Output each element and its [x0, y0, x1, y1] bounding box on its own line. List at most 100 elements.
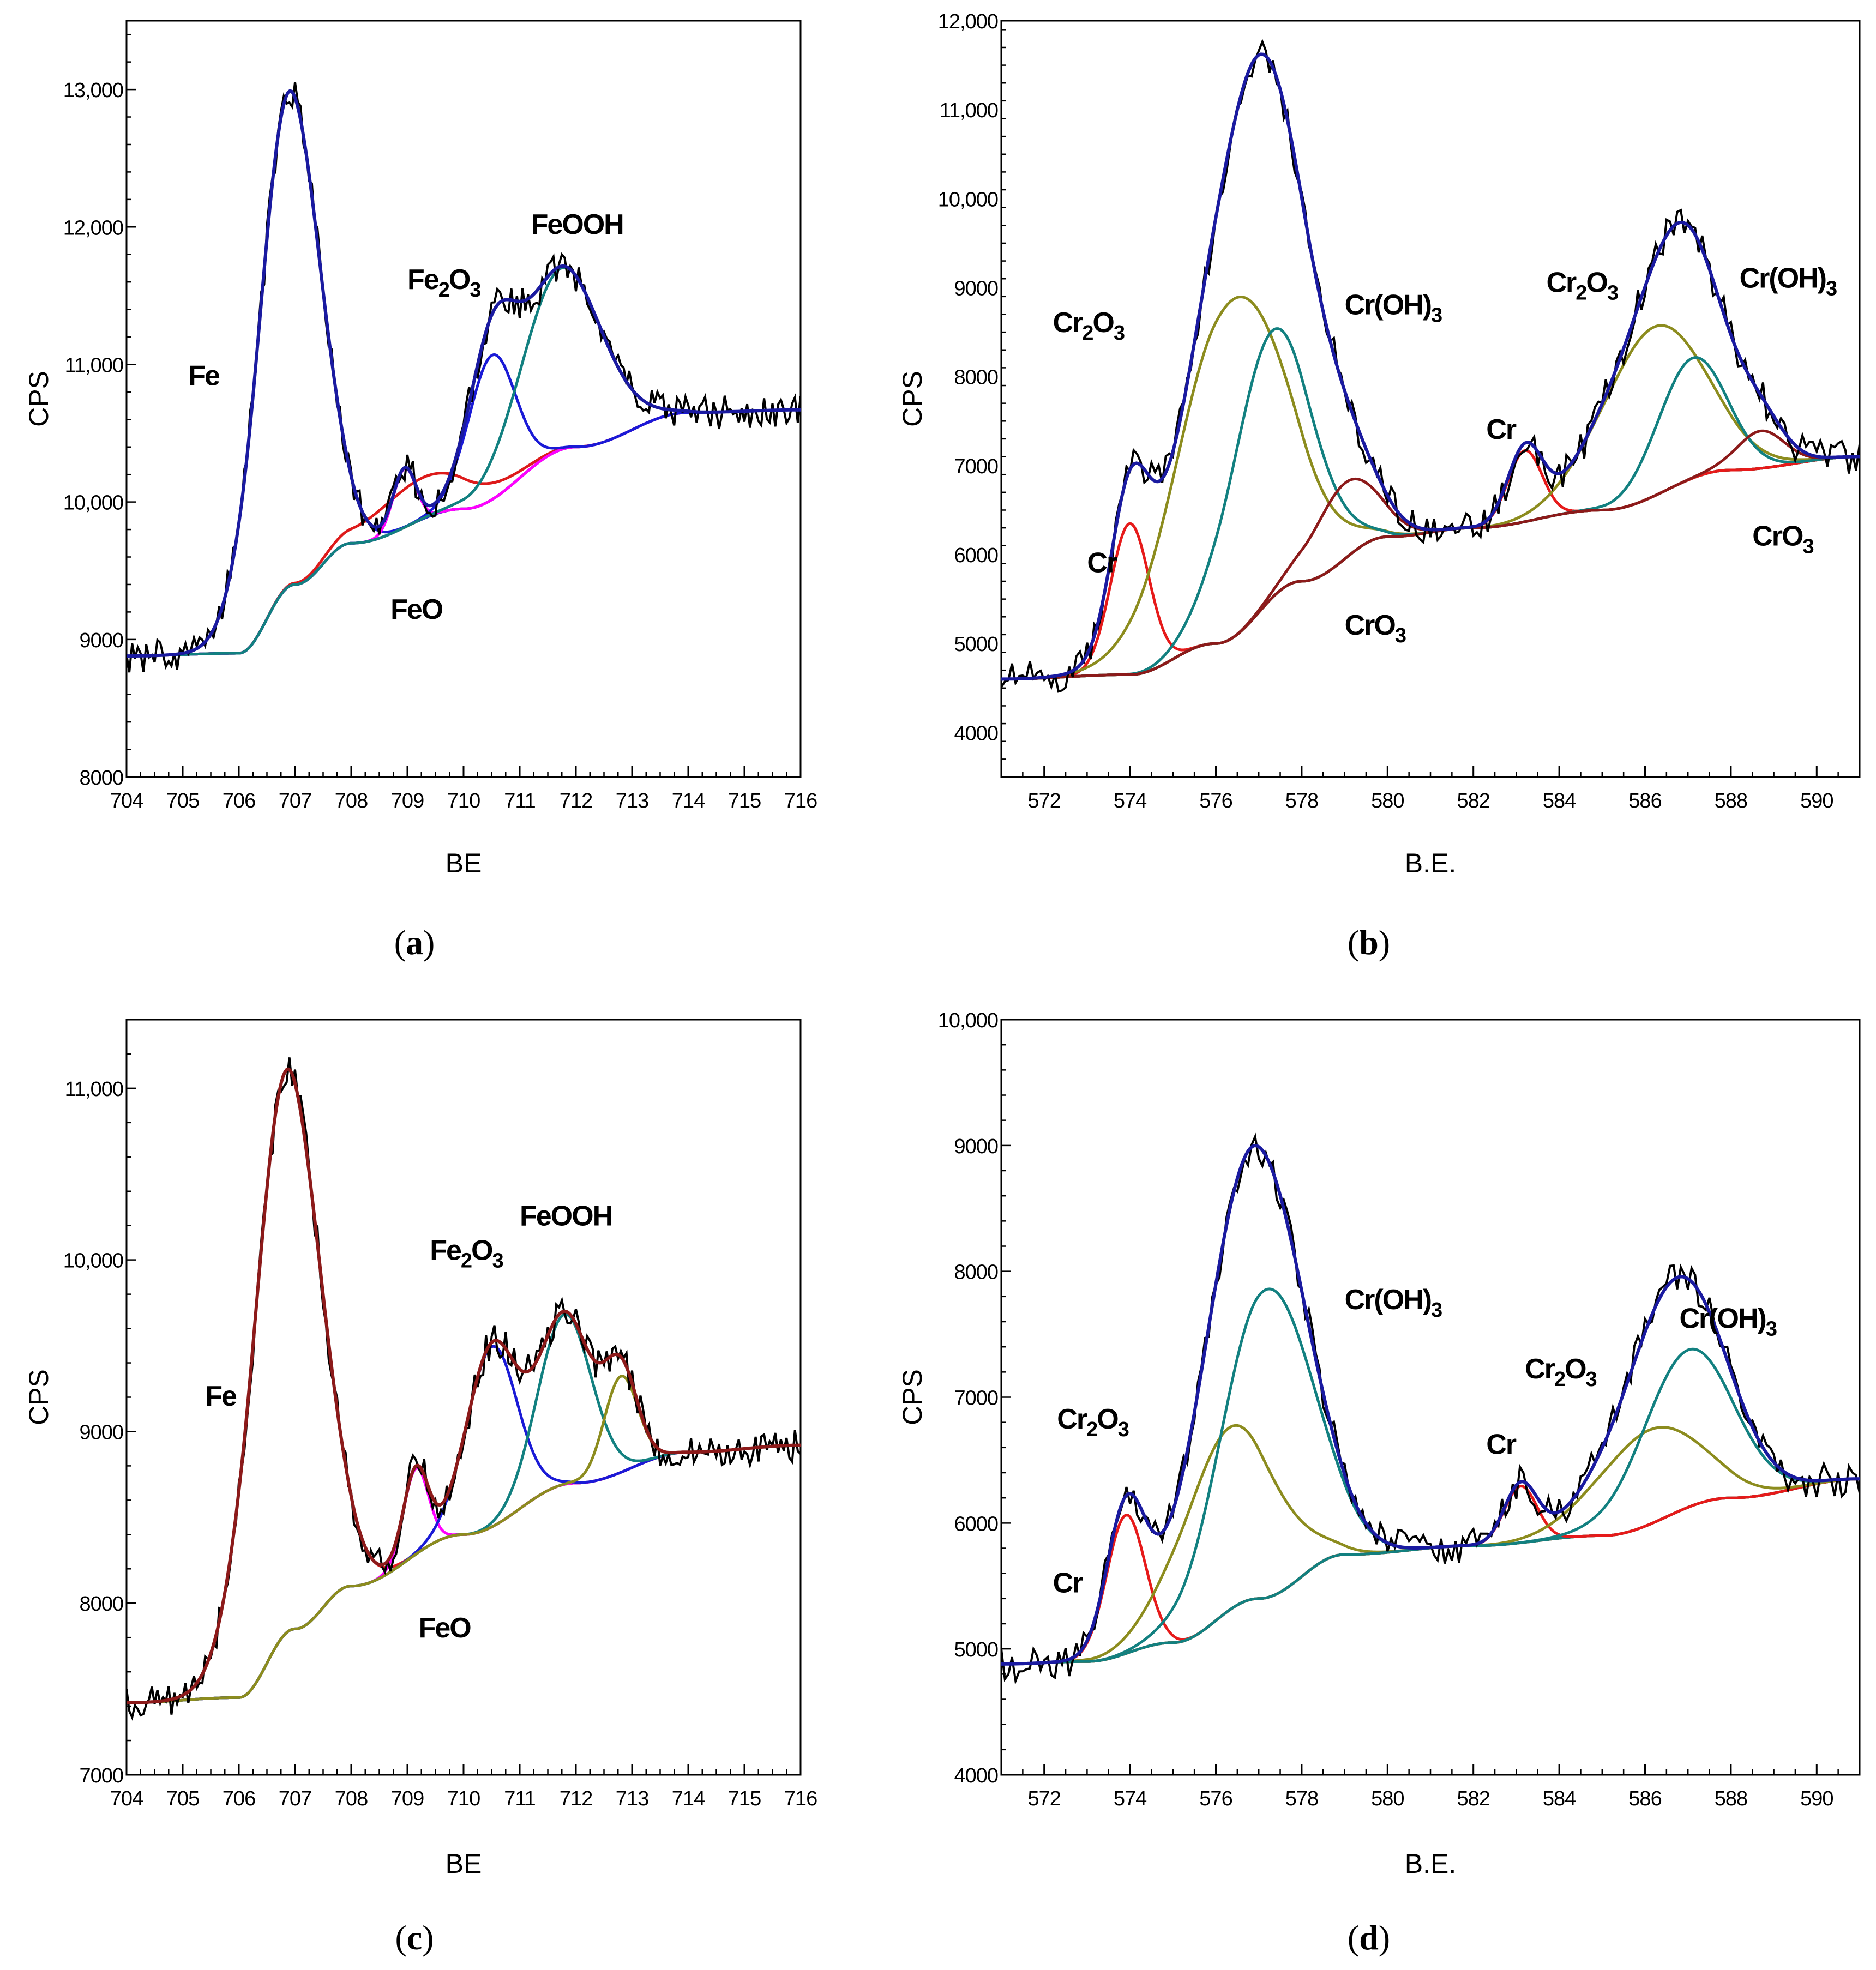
y-tick-label: 8000: [79, 767, 123, 790]
x-axis-label: BE: [446, 848, 482, 878]
y-axis-label: CPS: [897, 1369, 928, 1425]
x-tick-label: 716: [784, 790, 817, 812]
annotation-label: CrO3​: [1752, 521, 1813, 558]
x-tick-label: 584: [1543, 1787, 1576, 1810]
plot-frame: [1000, 20, 1861, 778]
x-tick-label: 710: [447, 1787, 480, 1810]
envelope-fit-line: [1001, 52, 1860, 681]
component-cr2o3: [1001, 324, 1860, 680]
annotation-label: FeO: [419, 1612, 471, 1644]
annotation-label: Cr2​O3​: [1053, 307, 1124, 345]
y-tick-label: 4000: [954, 722, 998, 745]
component-cr-oh-3: [1001, 1347, 1860, 1666]
x-axis-label: BE: [446, 1848, 482, 1879]
x-tick-label: 712: [560, 1787, 592, 1810]
x-tick-label: 586: [1628, 1787, 1661, 1810]
plot-area: [127, 82, 801, 673]
x-tick-label: 590: [1800, 790, 1833, 812]
caption-b: (b): [1348, 923, 1390, 962]
x-tick-label: 572: [1027, 790, 1060, 812]
annotation-label: Cr(OH)3​: [1345, 1284, 1442, 1322]
x-tick-label: 580: [1371, 1787, 1404, 1810]
annotation-label: Fe2​O3​: [430, 1235, 503, 1273]
y-tick-label: 10,000: [63, 492, 123, 515]
component-cr-oh-3: [1001, 356, 1860, 680]
y-tick-label: 6000: [954, 544, 998, 567]
y-axis-label: CPS: [23, 1369, 54, 1425]
y-tick-label: 11,000: [65, 1078, 123, 1101]
y-tick-label: 9000: [954, 1135, 998, 1158]
y-tick-label: 10,000: [938, 1009, 998, 1032]
component-cro3: [1001, 455, 1860, 680]
annotations: Cr2​O3​ Cr(OH)3​ Cr CrO3​ Cr2​O3​ Cr(OH)3​ Cr C…: [1053, 263, 1838, 647]
y-tick-label: 11,000: [65, 354, 123, 377]
x-tick-label: 708: [335, 1787, 368, 1810]
annotations: Fe Fe2​O3​ FeOOH FeO: [188, 209, 624, 625]
x-tick-label: 711: [504, 1787, 536, 1810]
annotation-label: Cr: [1053, 1567, 1083, 1599]
x-tick-label: 576: [1199, 790, 1232, 812]
y-axis-label: CPS: [23, 371, 54, 427]
annotation-label: Cr(OH)3​: [1345, 289, 1442, 327]
y-tick-label: 6000: [954, 1513, 998, 1535]
caption-a: (a): [394, 923, 435, 962]
panel-a-fe2p-spectrum: 704 705 706 707 708 709 710 711 712 713 714 715 716 8…: [23, 20, 817, 878]
annotation-label: FeO: [390, 594, 443, 625]
x-tick-label: 715: [728, 1787, 761, 1810]
annotation-label: Cr: [1087, 547, 1117, 579]
raw-data-line: [1001, 1132, 1860, 1685]
x-tick-label: 704: [110, 1787, 143, 1810]
envelope-fit-line: [127, 89, 801, 658]
panel-b-cr2p-spectrum: 572 574 576 578 580 582 584 586 588 590 4000 5000 60…: [897, 10, 1861, 878]
annotation-label: Cr2​O3​: [1057, 1403, 1128, 1441]
background-line: [127, 408, 801, 658]
x-tick-label: 713: [616, 1787, 648, 1810]
plot-frame: [125, 20, 802, 778]
x-tick-label: 705: [166, 790, 199, 812]
envelope-fit-line: [1001, 1143, 1860, 1666]
x-tick-label: 590: [1800, 1787, 1833, 1810]
y-tick-label: 8000: [954, 1261, 998, 1284]
component-feooh: [127, 1312, 801, 1704]
background-line: [1001, 455, 1860, 680]
annotation-label: CrO3​: [1345, 610, 1406, 647]
x-tick-label: 709: [391, 1787, 424, 1810]
component-feooh-satellite: [127, 1375, 801, 1704]
annotation-label: Cr(OH)3​: [1740, 263, 1837, 300]
y-tick-label: 10,000: [63, 1250, 123, 1273]
x-tick-label: 578: [1285, 790, 1318, 812]
caption-d: (d): [1348, 1918, 1390, 1957]
y-tick-label: 9000: [954, 278, 998, 300]
x-tick-label: 714: [672, 1787, 705, 1810]
annotation-label: Fe2​O3​: [407, 264, 480, 302]
x-tick-label: 588: [1715, 790, 1747, 812]
x-tick-label: 574: [1114, 790, 1147, 812]
fe-baseline: [127, 408, 801, 658]
y-tick-label: 5000: [954, 1638, 998, 1661]
y-tick-label: 7000: [954, 455, 998, 478]
x-tick-label: 576: [1199, 1787, 1232, 1810]
x-tick-label: 584: [1543, 790, 1576, 812]
annotation-label: Cr(OH)3​: [1679, 1303, 1776, 1341]
component-cr: [1001, 449, 1860, 680]
x-tick-label: 716: [784, 1787, 817, 1810]
background-line: [1001, 1478, 1860, 1666]
y-tick-label: 5000: [954, 633, 998, 656]
x-tick-label: 588: [1715, 1787, 1747, 1810]
y-tick-label: 7000: [954, 1387, 998, 1410]
component-cr: [1001, 455, 1860, 680]
panel-d-cr2p-spectrum: 572 574 576 578 580 582 584 586 588 590 4000 5000 60…: [897, 1009, 1861, 1879]
annotations: Cr2​O3​ Cr(OH)3​ Cr Cr2​O3​ Cr(OH)3​ Cr: [1053, 1284, 1777, 1599]
x-tick-label: 574: [1114, 1787, 1147, 1810]
annotation-label: FeOOH: [531, 209, 623, 240]
annotations: Fe Fe2​O3​ FeOOH FeO: [205, 1201, 613, 1644]
plot-area: [1001, 1132, 1860, 1685]
x-tick-label: 706: [223, 1787, 255, 1810]
y-tick-label: 12,000: [63, 216, 123, 239]
plot-area: [127, 1057, 801, 1721]
x-tick-label: 704: [110, 790, 143, 812]
component-cr-oh-3: [1001, 327, 1860, 680]
x-tick-label: 582: [1457, 790, 1489, 812]
x-axis-label: B.E.: [1405, 1848, 1456, 1879]
